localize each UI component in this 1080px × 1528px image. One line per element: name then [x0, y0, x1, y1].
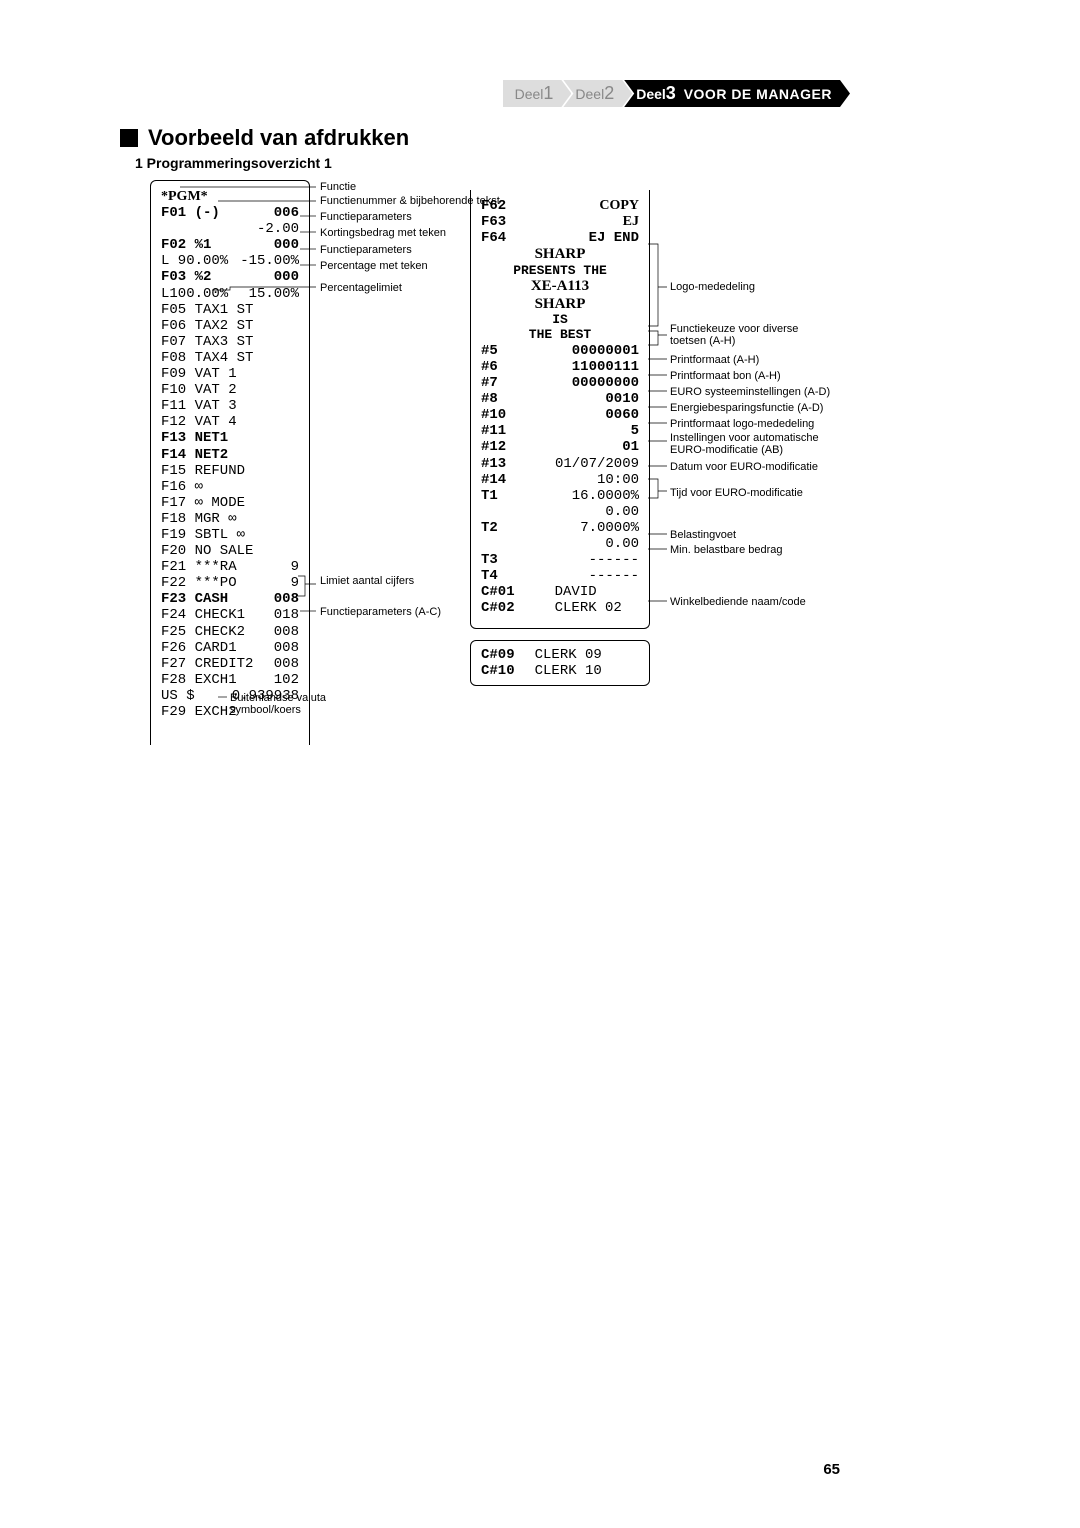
- receipt-right: F62COPYF63EJF64EJ ENDSHARPPRESENTS THEXE…: [470, 190, 650, 629]
- section-title-text: Voorbeeld van afdrukken: [148, 125, 409, 151]
- receipt-row: F23 CASH008: [161, 591, 299, 607]
- page-number: 65: [823, 1461, 840, 1478]
- receipt-row: L100.00%15.00%: [161, 286, 299, 302]
- receipt-row: F14 NET2: [161, 447, 299, 463]
- logo-line: PRESENTS THE: [481, 264, 639, 279]
- annot-fkeuze: Functiekeuze voor diverse toetsen (A-H): [670, 323, 798, 347]
- annot-pct: Percentage met teken: [320, 260, 428, 272]
- receipt-right-clerks: C#09CLERK 09C#10CLERK 10: [470, 640, 650, 686]
- annot-fx: Buitenlandse valuta symbool/koers: [230, 692, 326, 716]
- receipt-row: C#02CLERK 02: [481, 600, 639, 616]
- receipt-row: F22 ***PO9: [161, 575, 299, 591]
- logo-line: THE BEST: [481, 328, 639, 343]
- receipt-row: C#01DAVID: [481, 584, 639, 600]
- receipt-row: F19 SBTL ∞: [161, 527, 299, 543]
- receipt-row: #500000001: [481, 343, 639, 359]
- annot-pf: Printformaat (A-H): [670, 354, 759, 366]
- receipt-row: T27.0000%: [481, 520, 639, 536]
- receipt-row: T3------: [481, 552, 639, 568]
- receipt-row: F64EJ END: [481, 230, 639, 246]
- breadcrumb-seg-3: Deel3 VOOR DE MANAGER: [624, 80, 850, 107]
- breadcrumb-seg-1: Deel1: [503, 80, 572, 107]
- annot-datum: Datum voor EURO-modificatie: [670, 461, 818, 473]
- receipt-row: C#09CLERK 09: [481, 647, 639, 663]
- subtitle: 1 Programmeringsoverzicht 1: [135, 155, 332, 171]
- receipt-row: #1410:00: [481, 472, 639, 488]
- logo-line: IS: [481, 313, 639, 328]
- receipt-row: #100060: [481, 407, 639, 423]
- annot-pctlimit: Percentagelimiet: [320, 282, 402, 294]
- annot-energie: Energiebesparingsfunctie (A-D): [670, 402, 823, 414]
- annot-belasting: Belastingvoet: [670, 529, 736, 541]
- annot-logo: Logo-mededeling: [670, 281, 755, 293]
- receipt-row: F15 REFUND: [161, 463, 299, 479]
- section-title: Voorbeeld van afdrukken: [120, 125, 409, 151]
- receipt-row: F08 TAX4 ST: [161, 350, 299, 366]
- annot-functie: Functie: [320, 181, 356, 193]
- receipt-row: T4------: [481, 568, 639, 584]
- receipt-row: 0.00: [481, 536, 639, 552]
- receipt-row: #1201: [481, 439, 639, 455]
- annot-winkel: Winkelbediende naam/code: [670, 596, 806, 608]
- receipt-row: #611000111: [481, 359, 639, 375]
- receipt-row: F21 ***RA9: [161, 559, 299, 575]
- receipt-row: F09 VAT 1: [161, 366, 299, 382]
- receipt-row: F12 VAT 4: [161, 414, 299, 430]
- breadcrumb: Deel1 Deel2 Deel3 VOOR DE MANAGER: [503, 80, 850, 107]
- receipt-row: F17 ∞ MODE: [161, 495, 299, 511]
- receipt-row: L 90.00%-15.00%: [161, 253, 299, 269]
- breadcrumb-seg-2: Deel2: [563, 80, 632, 107]
- receipt-row: F25 CHECK2008: [161, 624, 299, 640]
- annot-fparam2: Functieparameters: [320, 244, 412, 256]
- receipt-row: F24 CHECK1018: [161, 607, 299, 623]
- receipt-row: *PGM*: [161, 189, 299, 205]
- annot-euro: EURO systeeminstellingen (A-D): [670, 386, 830, 398]
- annot-limiet: Limiet aantal cijfers: [320, 575, 414, 587]
- receipt-left: *PGM*F01 (-)006-2.00F02 %1000L 90.00%-15…: [150, 180, 310, 745]
- receipt-row: #700000000: [481, 375, 639, 391]
- receipt-row: F07 TAX3 ST: [161, 334, 299, 350]
- receipt-row: 0.00: [481, 504, 639, 520]
- receipt-row: F10 VAT 2: [161, 382, 299, 398]
- annot-tijd: Tijd voor EURO-modificatie: [670, 487, 803, 499]
- annot-fparamac: Functieparameters (A-C): [320, 606, 441, 618]
- receipt-row: F62COPY: [481, 198, 639, 214]
- receipt-row: -2.00: [161, 221, 299, 237]
- receipt-row: F28 EXCH1102: [161, 672, 299, 688]
- annot-fparam: Functieparameters: [320, 211, 412, 223]
- receipt-row: F05 TAX1 ST: [161, 302, 299, 318]
- receipt-row: C#10CLERK 10: [481, 663, 639, 679]
- annot-pflogo: Printformaat logo-mededeling: [670, 418, 814, 430]
- receipt-row: F03 %2000: [161, 269, 299, 285]
- receipt-row: F02 %1000: [161, 237, 299, 253]
- annot-pfbon: Printformaat bon (A-H): [670, 370, 781, 382]
- receipt-row: F11 VAT 3: [161, 398, 299, 414]
- receipt-row: F06 TAX2 ST: [161, 318, 299, 334]
- receipt-row: #80010: [481, 391, 639, 407]
- receipt-row: F26 CARD1008: [161, 640, 299, 656]
- receipt-row: #115: [481, 423, 639, 439]
- receipt-row: F18 MGR ∞: [161, 511, 299, 527]
- logo-line: XE-A113: [481, 278, 639, 295]
- receipt-row: #1301/07/2009: [481, 456, 639, 472]
- annot-fnum: Functienummer & bijbehorende tekst: [320, 195, 500, 207]
- annot-korting: Kortingsbedrag met teken: [320, 227, 446, 239]
- annot-minbel: Min. belastbare bedrag: [670, 544, 783, 556]
- receipt-row: F16 ∞: [161, 479, 299, 495]
- receipt-row: F01 (-)006: [161, 205, 299, 221]
- receipt-row: F63EJ: [481, 214, 639, 230]
- receipt-row: T116.0000%: [481, 488, 639, 504]
- logo-line: SHARP: [481, 246, 639, 263]
- receipt-row: F13 NET1: [161, 430, 299, 446]
- receipt-row: F20 NO SALE: [161, 543, 299, 559]
- annot-instel: Instellingen voor automatische EURO-modi…: [670, 432, 819, 456]
- logo-line: SHARP: [481, 296, 639, 313]
- receipt-row: F27 CREDIT2008: [161, 656, 299, 672]
